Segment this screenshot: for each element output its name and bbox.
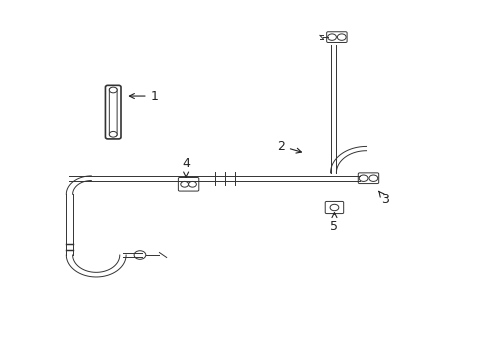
Circle shape	[359, 175, 367, 181]
FancyBboxPatch shape	[105, 85, 121, 139]
FancyBboxPatch shape	[326, 32, 346, 42]
FancyBboxPatch shape	[178, 177, 199, 191]
FancyBboxPatch shape	[109, 88, 117, 136]
FancyBboxPatch shape	[358, 173, 378, 184]
Circle shape	[337, 34, 346, 40]
Circle shape	[329, 204, 338, 211]
Circle shape	[188, 181, 196, 187]
Text: 4: 4	[182, 157, 190, 177]
Text: 5: 5	[330, 213, 338, 233]
FancyBboxPatch shape	[325, 202, 343, 213]
Circle shape	[327, 34, 336, 40]
Circle shape	[134, 251, 145, 259]
Circle shape	[109, 131, 117, 137]
Text: 1: 1	[129, 90, 158, 103]
Circle shape	[109, 87, 117, 93]
Circle shape	[181, 181, 188, 187]
Text: 2: 2	[277, 140, 301, 153]
Text: 3: 3	[378, 191, 388, 206]
Circle shape	[368, 175, 377, 181]
